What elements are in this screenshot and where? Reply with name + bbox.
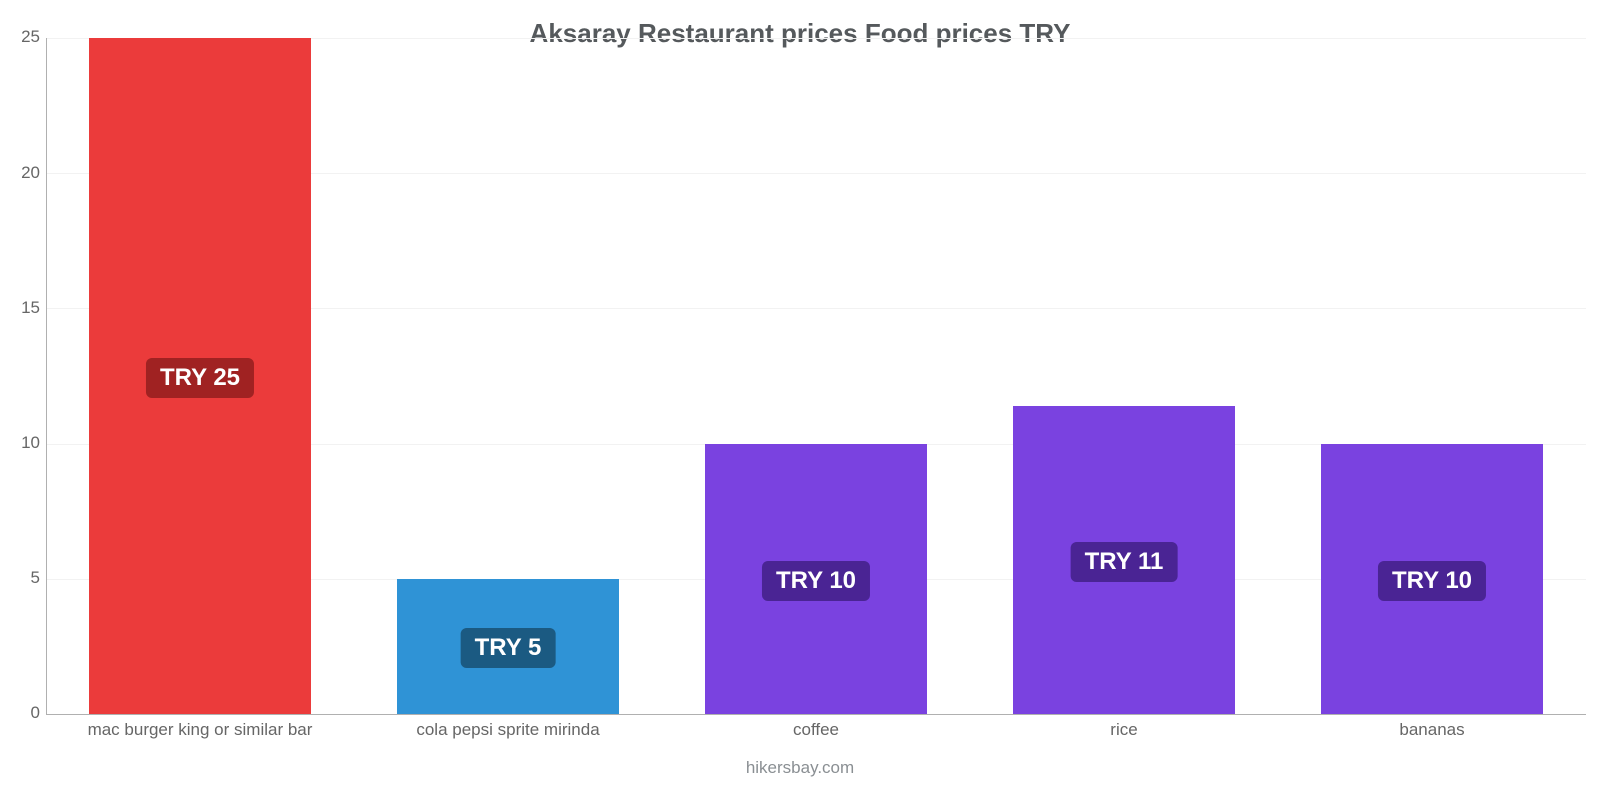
chart-caption: hikersbay.com (0, 758, 1600, 778)
x-tick-label: cola pepsi sprite mirinda (416, 720, 599, 740)
y-axis-line (46, 38, 47, 714)
price-bar-chart: Aksaray Restaurant prices Food prices TR… (0, 0, 1600, 800)
value-badge: TRY 10 (1378, 561, 1486, 601)
y-tick-label: 20 (0, 163, 40, 183)
x-tick-label: bananas (1399, 720, 1464, 740)
plot-area: 0510152025TRY 25TRY 5TRY 10TRY 11TRY 10 (46, 38, 1586, 714)
value-badge: TRY 11 (1071, 542, 1178, 582)
y-tick-label: 0 (0, 703, 40, 723)
x-tick-label: mac burger king or similar bar (88, 720, 313, 740)
x-tick-label: rice (1110, 720, 1137, 740)
y-tick-label: 15 (0, 298, 40, 318)
value-badge: TRY 5 (461, 628, 556, 668)
value-badge: TRY 25 (146, 358, 254, 398)
y-tick-label: 10 (0, 433, 40, 453)
x-tick-label: coffee (793, 720, 839, 740)
y-tick-label: 5 (0, 568, 40, 588)
y-tick-label: 25 (0, 27, 40, 47)
gridline (46, 714, 1586, 715)
value-badge: TRY 10 (762, 561, 870, 601)
